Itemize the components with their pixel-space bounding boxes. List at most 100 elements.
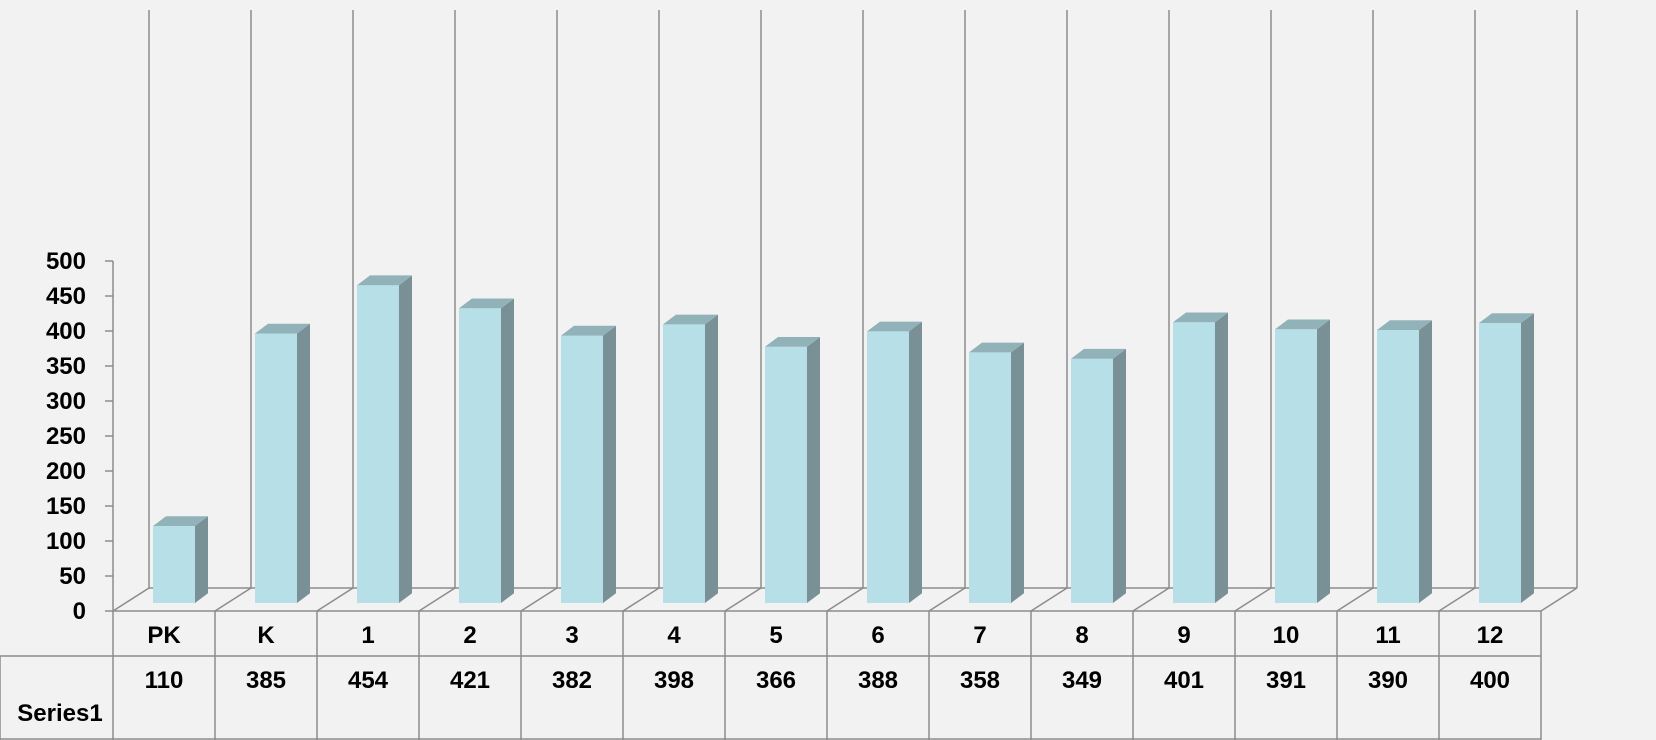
floor-divider [826,587,864,612]
y-axis: 0 50 100 150 200 250 300 350 400 450 500 [46,248,114,625]
bar-top [561,325,616,336]
x-category-label: 8 [1075,622,1088,649]
bar-side [807,337,820,603]
bar-front [969,352,1011,603]
data-table-value: 358 [960,667,1000,694]
x-category-label: K [257,622,275,649]
bar-front [561,335,603,603]
x-category-label: 11 [1375,622,1400,649]
data-table-value: 391 [1266,667,1306,694]
data-table-value: 366 [756,667,796,694]
bar-front [867,331,909,603]
x-category-label: 10 [1273,622,1300,649]
bar-front [1275,329,1317,603]
data-table-value: 110 [145,667,184,694]
bar-side [909,321,922,603]
bar-top [969,342,1024,353]
data-table-value: 398 [654,667,694,694]
bar-top [1173,312,1228,323]
data-table-value: 388 [858,667,898,694]
floor-divider [214,587,252,612]
x-category-label: 1 [361,622,374,649]
floor-divider [1336,587,1374,612]
x-category-label: 3 [565,622,578,649]
bar-top [663,314,718,325]
bar-top [357,275,412,286]
floor-divider [1030,587,1068,612]
y-tick-label: 0 [73,598,86,625]
data-table-value: 421 [450,667,490,694]
data-table-value: 349 [1062,667,1102,694]
data-table-series-label: Series1 [17,700,102,727]
bar-side [1419,320,1432,603]
floor-divider [112,587,150,612]
bar-front [765,346,807,603]
floor-divider [1540,587,1578,612]
bar-front [1173,322,1215,603]
floor-divider [520,587,558,612]
x-category-label: 4 [667,622,681,649]
bar-front [1377,330,1419,603]
bar-top [1275,319,1330,330]
bar-top [153,516,208,526]
x-category-label: 7 [973,622,986,649]
bar-front [255,333,297,603]
floor-divider [1132,587,1170,612]
y-tick-label: 250 [46,423,86,450]
bar-front [663,324,705,603]
bar-front [153,526,195,603]
floor-divider [418,587,456,612]
grid-layer [148,10,1578,588]
bar-side [603,325,616,603]
bar-top [1071,348,1126,359]
floor-divider [1234,587,1272,612]
bar-top [765,337,820,347]
bar-side [1215,312,1228,603]
bar-top [867,321,922,332]
x-category-label: 12 [1477,622,1504,649]
data-table: Series1 PK 110 K 385 1 454 2 421 3 382 4 398 5 366 6 38… [0,611,1542,740]
bar-top [459,298,514,309]
floor-divider [316,587,354,612]
y-tick-label: 100 [46,528,86,555]
floor-divider [724,587,762,612]
bar-side [705,314,718,603]
data-table-value: 382 [552,667,592,694]
bars-layer [153,275,1534,603]
bar-side [1113,348,1126,603]
data-table-value: 390 [1368,667,1408,694]
y-tick-label: 50 [59,563,86,590]
y-tick-label: 400 [46,318,86,345]
y-tick-label: 450 [46,283,86,310]
bar-front [1071,358,1113,603]
bar-top [255,323,310,334]
floor-divider [1438,587,1476,612]
y-tick-label: 500 [46,248,86,275]
x-category-label: 5 [769,622,782,649]
bar-top [1377,320,1432,330]
bar-side [1011,342,1024,603]
x-category-label: 2 [463,622,476,649]
data-table-value: 454 [348,667,389,694]
x-category-label: 6 [871,622,884,649]
floor-divider [928,587,966,612]
x-category-label: 9 [1177,622,1190,649]
data-table-value: 385 [246,667,286,694]
bar-front [357,285,399,603]
bar-front [1479,323,1521,603]
bar-top [1479,313,1534,323]
data-table-value: 400 [1470,667,1510,694]
x-category-label: PK [147,622,181,649]
y-tick-label: 300 [46,388,86,415]
bar-side [501,298,514,603]
chart-floor [112,587,1578,612]
bar-front [459,308,501,603]
y-tick-label: 200 [46,458,86,485]
bar-side [1317,319,1330,603]
bar-side [1521,313,1534,603]
y-tick-label: 350 [46,353,86,380]
y-tick-label: 150 [46,493,86,520]
data-table-value: 401 [1164,667,1204,694]
bar-side [195,516,208,603]
